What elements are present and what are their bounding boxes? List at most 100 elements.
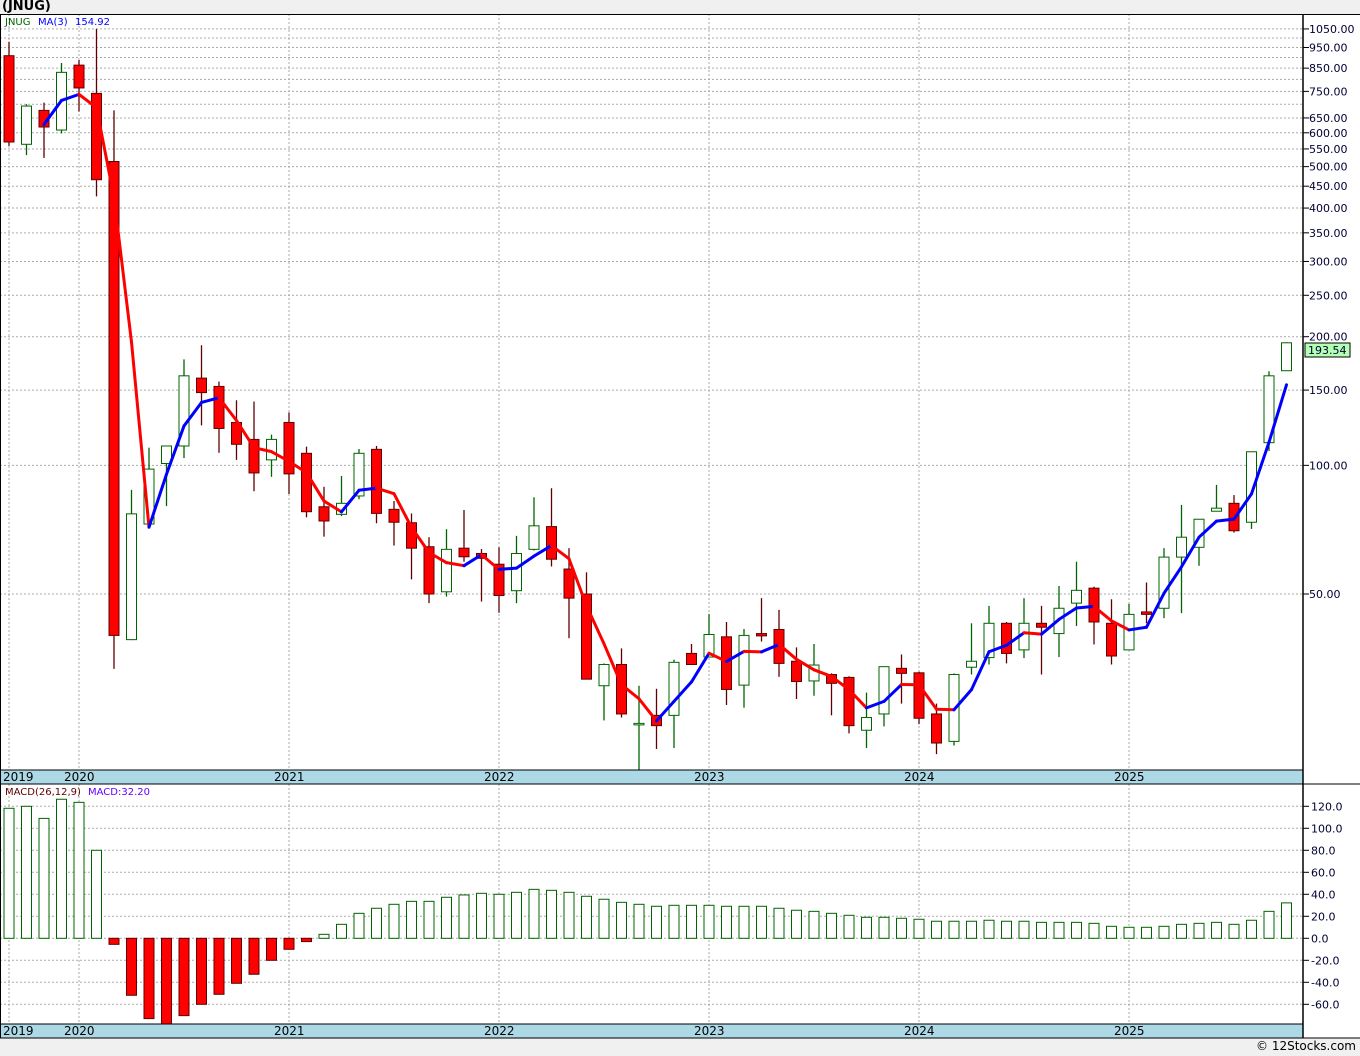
candle-body — [388, 508, 400, 523]
ma-segment — [987, 643, 1008, 654]
copyright-footer: © 12Stocks.com — [1256, 1039, 1356, 1053]
macd-bar-positive — [668, 904, 680, 939]
macd-bar-negative — [231, 937, 242, 984]
macd-bar-positive — [703, 904, 715, 939]
candle-down — [1001, 621, 1012, 664]
candle-up — [1176, 504, 1187, 614]
candle-up — [1123, 603, 1135, 651]
candle-body — [21, 105, 32, 145]
ma-segment — [637, 697, 658, 723]
macd-tick-label: -60.0 — [1311, 998, 1339, 1011]
candle-body — [1211, 507, 1222, 512]
macd-bar-positive — [1071, 921, 1082, 939]
candle-down — [388, 501, 400, 546]
ma-segment — [690, 651, 711, 684]
candle-body — [108, 161, 120, 636]
price-tick-label: 100.00 — [1309, 459, 1348, 472]
macd-bar-positive — [966, 920, 977, 939]
macd-bar-positive — [756, 905, 767, 939]
candle-body — [248, 438, 260, 474]
ma-segment — [392, 492, 413, 529]
ma-segment — [550, 544, 571, 561]
ma-segment — [1162, 565, 1183, 595]
macd-bar-positive — [581, 895, 592, 939]
macd-legend-label: MACD(26,12,9) — [5, 787, 81, 798]
macd-bar-positive — [353, 912, 365, 939]
ma-segment — [112, 196, 133, 344]
candle-down — [301, 446, 312, 518]
macd-bar-positive — [1263, 910, 1275, 939]
candle-body — [126, 513, 137, 641]
macd-tick-label: 40.0 — [1311, 888, 1336, 901]
ma-segment — [1110, 619, 1131, 632]
candle-down — [318, 486, 330, 537]
candle-up — [1281, 342, 1292, 372]
price-tick-label: 600.00 — [1309, 127, 1348, 140]
candle-body — [458, 547, 470, 558]
year-label: 2025 — [1114, 770, 1145, 784]
ma-segment — [445, 561, 466, 568]
macd-bar-positive — [983, 919, 995, 939]
ma-segment — [532, 544, 553, 558]
candle-body — [1176, 536, 1187, 558]
macd-bar-positive — [1141, 926, 1152, 939]
macd-bar-positive — [1001, 920, 1012, 939]
price-axis: 1050.00 950.00 850.00 750.00 650.00 600.00 550… — [1303, 23, 1355, 601]
ma-segment — [217, 396, 238, 423]
ma-segment — [410, 525, 431, 554]
legend-symbol: JNUG — [4, 17, 31, 28]
candle-up — [21, 104, 32, 156]
candle-down — [546, 488, 557, 567]
macd-bar-positive — [73, 801, 85, 939]
macd-bar-positive — [1246, 919, 1257, 939]
price-tick-label: 350.00 — [1309, 227, 1348, 240]
candle-up — [126, 489, 137, 641]
ma-segment — [1057, 606, 1078, 621]
macd-bar-negative — [143, 937, 155, 1020]
macd-legend-value: MACD:32.20 — [88, 787, 150, 798]
candle-body — [598, 663, 610, 687]
macd-bar-positive — [1123, 926, 1135, 939]
macd-bar-negative — [213, 937, 225, 995]
ma-segment — [1145, 591, 1166, 629]
candle-up — [1158, 548, 1170, 619]
candle-body — [1071, 589, 1082, 604]
macd-bar-positive — [388, 903, 400, 939]
ma-segment — [1040, 617, 1061, 636]
ma-segment — [1232, 492, 1253, 521]
candle-up — [1211, 484, 1222, 512]
macd-bar-negative — [283, 937, 295, 950]
ma-segment — [462, 553, 483, 568]
ma-segment — [497, 566, 518, 571]
ma-segment — [830, 674, 851, 692]
candle-body — [738, 634, 750, 686]
candle-body — [1001, 622, 1012, 654]
candle-up — [178, 359, 190, 459]
macd-bar-positive — [1228, 923, 1240, 939]
macd-bar-positive — [931, 920, 942, 939]
macd-axis: 120.0 100.0 80.0 60.0 40.0 20.0 0.0 -20.0 -40.0 -… — [1303, 800, 1343, 1011]
candle-down — [213, 381, 225, 453]
candle-body — [283, 421, 295, 475]
ma-segment — [917, 683, 938, 711]
macd-bar-positive — [38, 817, 50, 939]
year-label: 2019 — [3, 1024, 34, 1038]
macd-bar-positive — [861, 916, 872, 939]
macd-bar-positive — [371, 907, 382, 939]
candle-body — [371, 448, 382, 514]
ma-segment — [427, 550, 448, 565]
macd-bar-positive — [1158, 925, 1170, 939]
year-label: 2023 — [694, 770, 725, 784]
price-tick-label: 750.00 — [1309, 85, 1348, 98]
ma-segment — [655, 699, 676, 723]
macd-bar-positive — [1176, 923, 1187, 939]
ma-segment — [602, 642, 623, 687]
macd-bar-positive — [563, 891, 575, 939]
candle-down — [196, 345, 207, 426]
macd-tick-label: 20.0 — [1311, 910, 1336, 923]
candle-body — [161, 445, 172, 465]
candle-down — [581, 572, 592, 680]
candle-body — [913, 672, 925, 719]
year-label: 2024 — [904, 1024, 935, 1038]
